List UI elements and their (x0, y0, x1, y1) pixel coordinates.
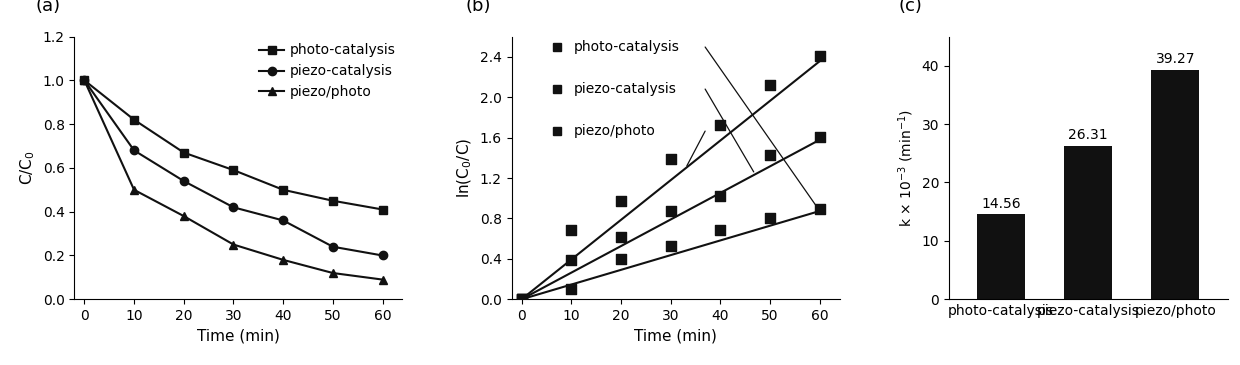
piezo/photo (325, 271, 340, 275)
piezo/photo (126, 188, 141, 192)
Point (562, 286, 582, 292)
Point (711, 227, 730, 233)
Point (562, 257, 582, 263)
piezo/photo (77, 78, 92, 82)
Line: piezo-catalysis: piezo-catalysis (81, 76, 387, 260)
Point (512, 296, 532, 302)
Point (562, 227, 582, 233)
Point (512, 296, 532, 302)
photo-catalysis (126, 118, 141, 122)
Point (711, 193, 730, 199)
photo-catalysis (275, 188, 290, 192)
Point (661, 243, 681, 249)
piezo-catalysis (126, 148, 141, 153)
Line: photo-catalysis: photo-catalysis (81, 76, 387, 214)
Point (512, 296, 532, 302)
piezo/photo (226, 242, 241, 247)
X-axis label: Time (min): Time (min) (634, 328, 717, 343)
Text: (b): (b) (466, 0, 491, 15)
piezo-catalysis (376, 253, 391, 258)
piezo-catalysis (226, 205, 241, 210)
Bar (977, 214, 1025, 299)
photo-catalysis (226, 168, 241, 172)
Point (611, 256, 631, 262)
Text: 14.56: 14.56 (981, 197, 1021, 211)
piezo/photo (176, 214, 191, 218)
Point (810, 207, 830, 212)
X-axis label: Time (min): Time (min) (197, 328, 280, 343)
piezo-catalysis (325, 245, 340, 249)
Y-axis label: k × 10$^{-3}$ (min$^{-1}$): k × 10$^{-3}$ (min$^{-1}$) (897, 109, 916, 227)
Text: (c): (c) (899, 0, 923, 15)
Y-axis label: C/C$_0$: C/C$_0$ (19, 150, 37, 185)
Point (661, 156, 681, 162)
Point (611, 234, 631, 239)
photo-catalysis (325, 199, 340, 203)
Legend: photo-catalysis, piezo-catalysis, piezo/photo: photo-catalysis, piezo-catalysis, piezo/… (259, 43, 396, 99)
Text: (a): (a) (35, 0, 61, 15)
Point (611, 198, 631, 204)
piezo/photo (275, 258, 290, 262)
Text: photo-catalysis: photo-catalysis (574, 40, 680, 54)
Bar (1152, 70, 1199, 299)
Point (810, 53, 830, 59)
Text: 39.27: 39.27 (1156, 53, 1195, 66)
Point (661, 208, 681, 214)
Point (760, 215, 780, 221)
Bar (1064, 146, 1112, 299)
piezo-catalysis (77, 78, 92, 82)
Text: piezo-catalysis: piezo-catalysis (574, 82, 677, 96)
Text: piezo/photo: piezo/photo (574, 124, 656, 138)
piezo-catalysis (275, 218, 290, 223)
Point (760, 152, 780, 158)
Point (711, 123, 730, 128)
Point (810, 134, 830, 139)
Y-axis label: ln(C$_0$/C): ln(C$_0$/C) (456, 138, 474, 198)
piezo/photo (376, 277, 391, 282)
photo-catalysis (77, 78, 92, 82)
piezo-catalysis (176, 179, 191, 183)
photo-catalysis (176, 150, 191, 155)
Text: 26.31: 26.31 (1069, 128, 1109, 142)
Point (760, 82, 780, 88)
Line: piezo/photo: piezo/photo (81, 76, 387, 284)
photo-catalysis (376, 207, 391, 212)
